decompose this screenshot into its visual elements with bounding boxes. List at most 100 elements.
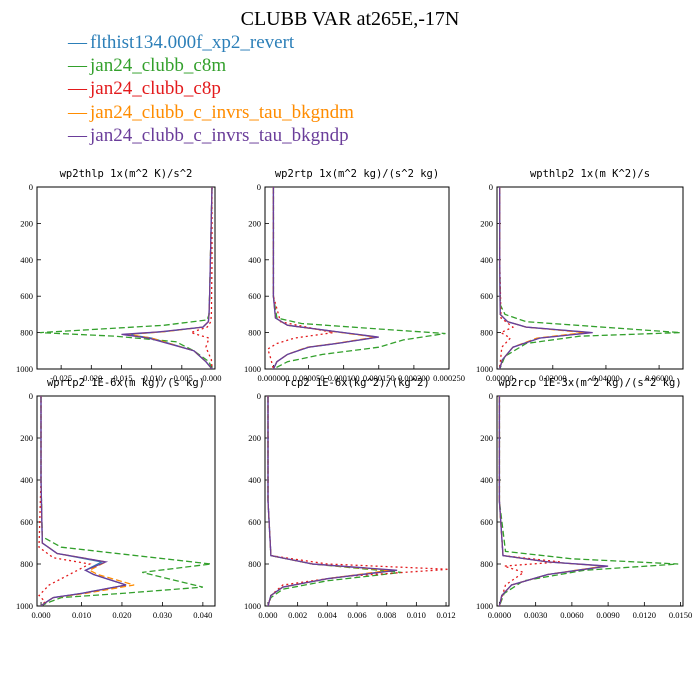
legend-line-icon: — xyxy=(68,78,87,100)
series-line-1 xyxy=(498,396,606,606)
x-tick-label: -0.025 xyxy=(50,373,72,383)
y-tick-label: 0 xyxy=(489,182,493,192)
x-tick-label: 0.020 xyxy=(112,610,131,620)
x-tick-label: -0.020 xyxy=(80,373,102,383)
x-tick-label: 0.004 xyxy=(318,610,338,620)
figure-title: CLUBB VAR at265E,-17N xyxy=(240,8,460,30)
series-line-3 xyxy=(267,187,334,369)
x-tick-label: 0.06000 xyxy=(645,373,673,383)
y-tick-label: 600 xyxy=(480,291,493,301)
legend-item: — flthist134.000f_xp2_revert xyxy=(68,31,354,54)
series-line-1 xyxy=(267,396,395,606)
y-tick-label: 800 xyxy=(480,559,493,569)
x-tick-label: 0.000200 xyxy=(398,373,430,383)
series-line-4 xyxy=(127,187,213,369)
panel-title: wp2rcp 1E-3x(m^2 kg)/(s^2 kg) xyxy=(498,377,681,389)
y-tick-label: 1000 xyxy=(16,601,33,611)
y-tick-label: 600 xyxy=(248,291,261,301)
y-tick-label: 800 xyxy=(480,328,493,338)
series-line-3 xyxy=(188,187,213,369)
x-tick-label: 0.006 xyxy=(347,610,366,620)
x-tick-label: 0.000050 xyxy=(293,373,325,383)
y-tick-label: 400 xyxy=(480,475,493,485)
y-tick-label: 0 xyxy=(257,391,261,401)
legend-label: jan24_clubb_c8m xyxy=(90,55,227,77)
y-tick-label: 1000 xyxy=(244,364,261,374)
x-tick-label: 0.000250 xyxy=(433,373,465,383)
y-tick-label: 400 xyxy=(248,255,261,265)
series-line-3 xyxy=(38,396,92,606)
series-line-4 xyxy=(40,396,135,606)
series-line-2 xyxy=(272,187,446,369)
y-tick-label: 600 xyxy=(480,517,493,527)
plot-frame xyxy=(264,186,450,370)
y-tick-label: 200 xyxy=(480,218,493,228)
x-tick-label: 0.000000 xyxy=(257,373,289,383)
x-tick-label: 0.010 xyxy=(72,610,91,620)
legend-label: flthist134.000f_xp2_revert xyxy=(90,32,295,53)
x-tick-label: 0.000 xyxy=(31,610,50,620)
y-tick-label: 0 xyxy=(29,182,33,192)
x-tick-label: 0.0120 xyxy=(633,610,656,620)
x-tick-label: 0.040 xyxy=(193,610,212,620)
series-line-1 xyxy=(40,396,127,606)
x-tick-label: 0.012 xyxy=(436,610,455,620)
y-tick-label: 600 xyxy=(20,291,33,301)
x-tick-label: 0.00000 xyxy=(486,373,514,383)
legend-line-icon: — xyxy=(68,32,87,53)
x-tick-label: 0.008 xyxy=(377,610,396,620)
panel-6: wp2rcp 1E-3x(m^2 kg)/(s^2 kg) 0 200 400 600 8… xyxy=(476,377,692,620)
y-tick-label: 600 xyxy=(248,517,261,527)
panel-title: wpthlp2 1x(m K^2)/s xyxy=(530,168,650,180)
plot-frame xyxy=(36,186,216,370)
series-line-1 xyxy=(272,187,378,369)
x-tick-label: -0.010 xyxy=(141,373,163,383)
x-tick-label: 0.000 xyxy=(258,610,277,620)
x-tick-label: 0.0090 xyxy=(596,610,619,620)
x-tick-label: 0.000100 xyxy=(328,373,360,383)
x-tick-label: 0.0000 xyxy=(488,610,511,620)
y-tick-label: 800 xyxy=(20,328,33,338)
legend: — flthist134.000f_xp2_revert — jan24_clubb… xyxy=(68,31,354,147)
y-tick-label: 400 xyxy=(20,255,33,265)
series-line-4 xyxy=(272,187,376,369)
x-tick-label: 0.030 xyxy=(153,610,172,620)
series-line-3 xyxy=(499,187,515,369)
legend-line-icon: — xyxy=(68,101,87,123)
x-tick-label: 0.002 xyxy=(288,610,307,620)
panel-title: wp2thlp 1x(m^2 K)/s^2 xyxy=(60,168,193,180)
legend-item: — jan24_clubb_c8p xyxy=(68,77,354,100)
series-line-2 xyxy=(498,396,679,606)
x-tick-label: -0.015 xyxy=(110,373,132,383)
panel-2: wp2rtp 1x(m^2 kg)/(s^2 kg) 0 200 400 600 800 1… xyxy=(244,168,465,383)
series-line-5 xyxy=(272,187,379,369)
plot-frame xyxy=(496,186,684,370)
legend-label: jan24_clubb_c_invrs_tau_bkgndp xyxy=(90,124,349,146)
x-tick-label: 0.0150 xyxy=(669,610,692,620)
legend-label: jan24_clubb_c8p xyxy=(90,78,221,100)
series-line-1 xyxy=(127,187,213,369)
panel-title: wp2rtp 1x(m^2 kg)/(s^2 kg) xyxy=(275,168,439,180)
series-line-5 xyxy=(267,396,398,606)
legend-line-icon: — xyxy=(68,124,87,146)
series-line-3 xyxy=(498,396,560,606)
x-tick-label: 0.000150 xyxy=(363,373,395,383)
y-tick-label: 200 xyxy=(20,433,33,443)
y-tick-label: 200 xyxy=(20,218,33,228)
series-line-5 xyxy=(121,187,213,369)
series-line-5 xyxy=(40,396,127,606)
panel-4: wprtp2 1E-6x(m kg)/(s kg) 0 200 400 600 800 10… xyxy=(16,377,216,620)
y-tick-label: 1000 xyxy=(476,364,493,374)
y-tick-label: 0 xyxy=(489,391,493,401)
series-line-2 xyxy=(39,187,213,369)
series-line-2 xyxy=(40,396,212,606)
x-tick-label: 0.010 xyxy=(407,610,426,620)
y-tick-label: 400 xyxy=(248,475,261,485)
legend-label: jan24_clubb_c_invrs_tau_bkgndm xyxy=(90,101,354,123)
legend-item: — jan24_clubb_c8m xyxy=(68,54,354,77)
y-tick-label: 1000 xyxy=(244,601,261,611)
y-tick-label: 1000 xyxy=(476,601,493,611)
panel-3: wpthlp2 1x(m K^2)/s 0 200 400 600 800 10000.00… xyxy=(476,168,684,383)
y-tick-label: 200 xyxy=(248,218,261,228)
